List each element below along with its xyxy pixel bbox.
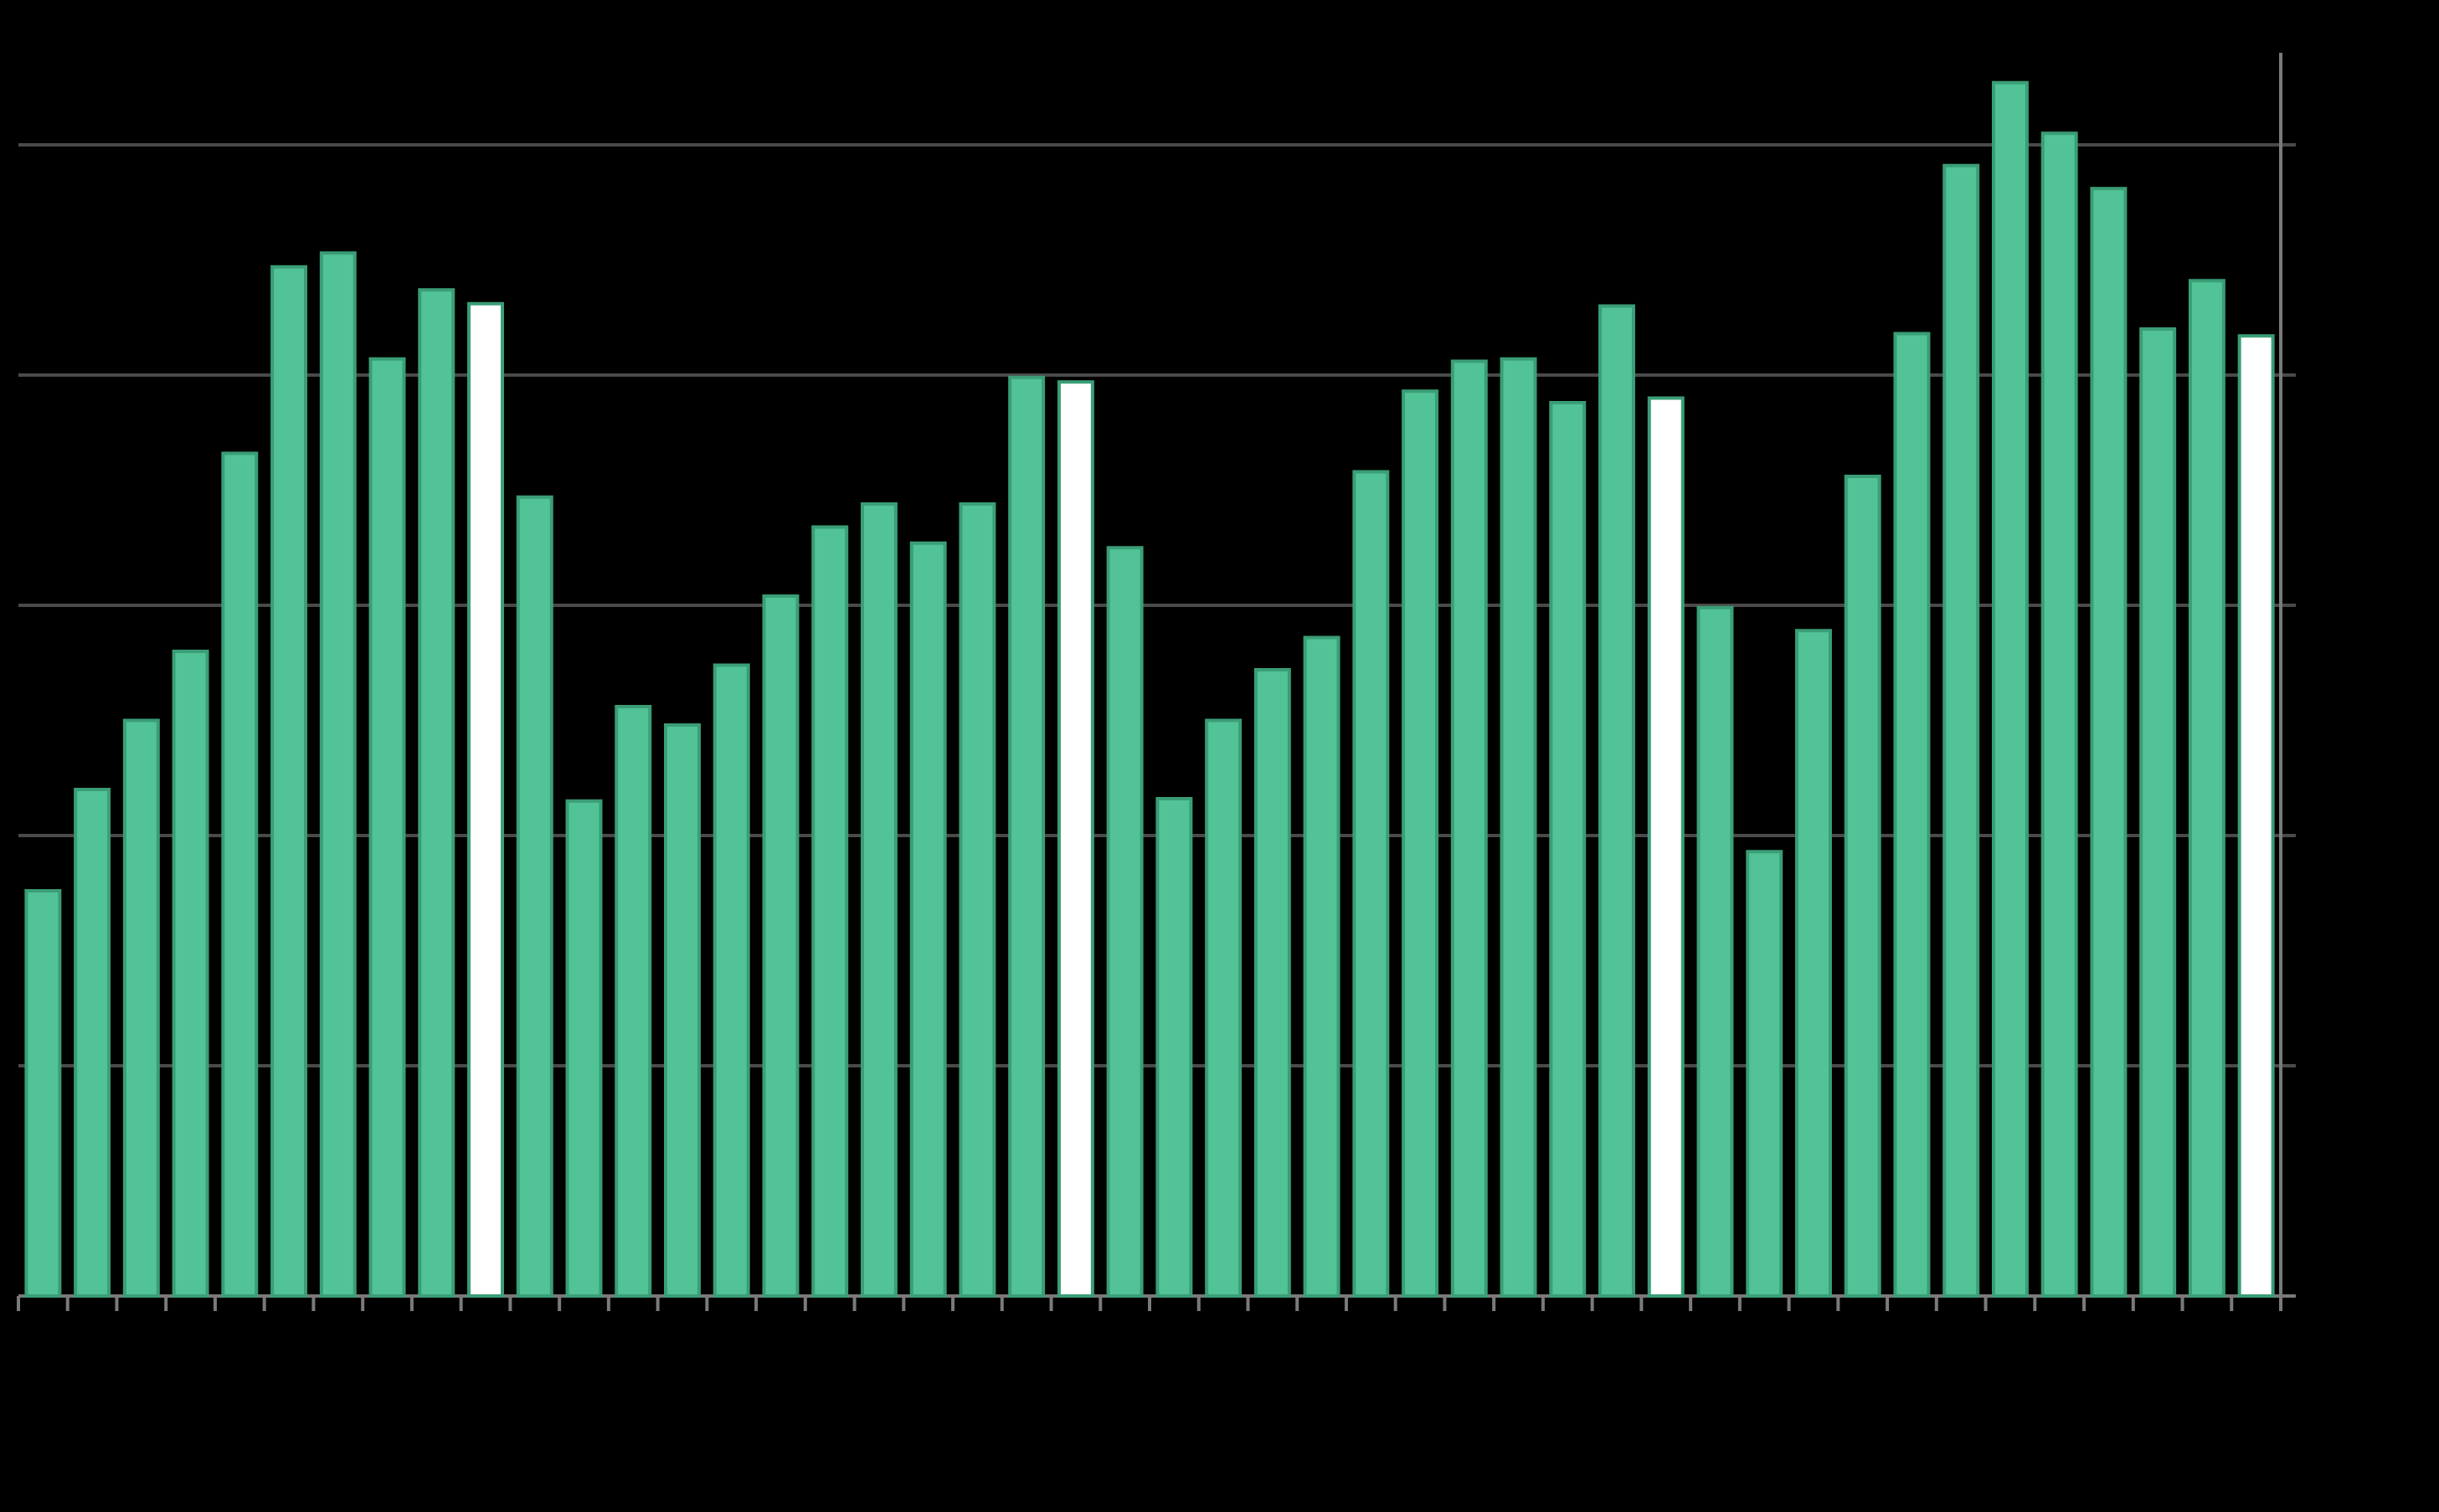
bar [860,502,898,1298]
bar [1647,396,1685,1298]
bar [1253,668,1291,1298]
bar [467,301,504,1298]
bar [2040,131,2078,1298]
bar [221,451,259,1298]
bar [664,723,701,1298]
bar [24,889,62,1298]
bar [1352,470,1390,1298]
bar [1106,546,1144,1298]
bar [2237,334,2275,1298]
bar [516,495,553,1298]
bar [1303,635,1340,1298]
bar [762,594,800,1298]
bar [1549,401,1587,1298]
bar [1598,304,1635,1298]
bar [1696,605,1734,1298]
bar [368,357,406,1298]
bar [1450,359,1488,1298]
bar [1205,718,1243,1298]
bar [74,788,111,1298]
bar [1500,357,1537,1298]
bar [270,265,308,1298]
bar [2090,187,2128,1298]
bar [1795,629,1832,1298]
bar [418,288,455,1298]
bar [615,705,652,1298]
bar [2139,327,2177,1298]
bar [909,541,947,1298]
bar [1008,375,1046,1298]
bar [172,650,209,1298]
bar [713,663,750,1298]
bar [1991,80,2029,1298]
bar [1155,797,1193,1298]
bar [1402,389,1439,1298]
bar [122,718,160,1298]
bar [565,799,603,1298]
bar [319,251,357,1298]
bar [811,525,849,1298]
bar [1942,163,1980,1298]
bar [959,502,996,1298]
bar [1746,850,1783,1298]
bar [1893,332,1931,1298]
bar [1844,475,1881,1298]
bar [1057,380,1094,1298]
bar [2188,279,2225,1298]
